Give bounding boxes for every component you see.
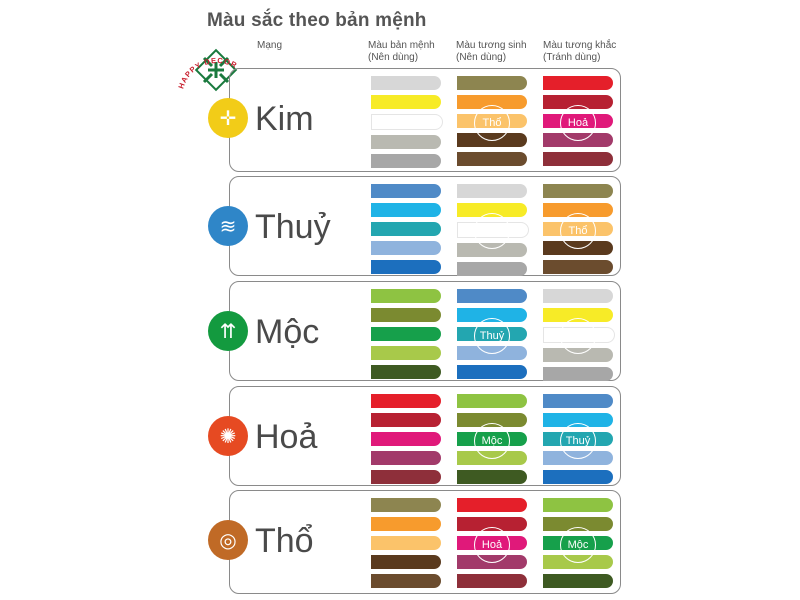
element-emblem-icon: ≋: [208, 206, 248, 246]
color-swatch: [371, 498, 441, 512]
color-swatch: [371, 394, 441, 408]
header-col1: Màu bản mệnh (Nên dùng): [368, 40, 435, 63]
color-swatch: [543, 394, 613, 408]
header-col3: Màu tương khắc (Tránh dùng): [543, 40, 617, 63]
color-swatch: [371, 327, 441, 341]
color-swatch: [457, 203, 527, 217]
color-swatch: [457, 262, 527, 276]
color-swatch: [543, 413, 613, 427]
element-name: Mộc: [255, 313, 320, 351]
color-swatch: [457, 413, 527, 427]
color-swatch: [371, 346, 441, 360]
element-circle-label: Thuỷ: [474, 318, 510, 354]
color-swatch: [543, 574, 613, 588]
swatch-column-2: [457, 289, 527, 384]
color-swatch: [457, 394, 527, 408]
color-swatch: [543, 184, 613, 198]
color-swatch: [457, 498, 527, 512]
element-circle-label: Kim: [474, 213, 510, 249]
element-circle-label: Thuỷ: [560, 423, 596, 459]
color-swatch: [371, 308, 441, 322]
color-swatch: [543, 367, 613, 381]
color-swatch: [543, 348, 613, 362]
color-swatch: [457, 308, 527, 322]
color-swatch: [457, 289, 527, 303]
swatch-column-1: [371, 289, 441, 384]
color-swatch: [371, 241, 441, 255]
color-swatch: [371, 154, 441, 168]
color-swatch: [371, 203, 441, 217]
element-emblem-icon: ✛: [208, 98, 248, 138]
color-swatch: [543, 289, 613, 303]
color-swatch: [371, 365, 441, 379]
color-swatch: [457, 76, 527, 90]
color-swatch: [543, 260, 613, 274]
element-name: Thuỷ: [255, 208, 331, 246]
color-swatch: [543, 498, 613, 512]
page-title: Màu sắc theo bản mệnh: [207, 10, 427, 31]
color-swatch: [371, 260, 441, 274]
element-name: Kim: [255, 100, 314, 138]
element-name: Thổ: [255, 522, 314, 560]
color-swatch: [457, 365, 527, 379]
element-circle-label: Kim: [560, 318, 596, 354]
swatch-column-1: [371, 394, 441, 489]
color-swatch: [371, 76, 441, 90]
color-swatch: [371, 555, 441, 569]
color-swatch: [371, 574, 441, 588]
color-swatch: [371, 470, 441, 484]
color-swatch: [543, 152, 613, 166]
header-col2: Màu tương sinh (Nên dùng): [456, 40, 527, 63]
color-swatch: [371, 114, 443, 130]
color-swatch: [543, 203, 613, 217]
color-swatch: [371, 517, 441, 531]
element-circle-label: Hoả: [474, 527, 510, 563]
color-swatch: [371, 289, 441, 303]
swatch-column-1: [371, 76, 443, 173]
element-emblem-icon: ✺: [208, 416, 248, 456]
color-swatch: [543, 308, 613, 322]
color-swatch: [371, 222, 441, 236]
color-swatch: [457, 152, 527, 166]
color-swatch: [457, 574, 527, 588]
color-swatch: [371, 135, 441, 149]
element-emblem-icon: ⇈: [208, 311, 248, 351]
color-swatch: [371, 95, 441, 109]
color-swatch: [543, 95, 613, 109]
element-circle-label: Hoả: [560, 105, 596, 141]
color-swatch: [543, 517, 613, 531]
color-swatch: [457, 184, 527, 198]
happy-decor-logo: HAPPY DECOR: [176, 48, 238, 92]
element-circle-label: Mộc: [560, 527, 596, 563]
element-circle-label: Thổ: [560, 213, 596, 249]
color-swatch: [371, 432, 441, 446]
color-swatch: [457, 243, 527, 257]
color-swatch: [371, 536, 441, 550]
element-circle-label: Thổ: [474, 105, 510, 141]
element-name: Hoả: [255, 418, 318, 456]
color-swatch: [457, 95, 527, 109]
color-swatch: [371, 413, 441, 427]
color-swatch: [543, 470, 613, 484]
element-emblem-icon: ◎: [208, 520, 248, 560]
color-swatch: [457, 517, 527, 531]
color-swatch: [371, 184, 441, 198]
header-mang: Mạng: [257, 40, 283, 51]
color-swatch: [371, 451, 441, 465]
swatch-column-1: [371, 184, 441, 279]
color-swatch: [543, 76, 613, 90]
element-circle-label: Mộc: [474, 423, 510, 459]
color-swatch: [457, 470, 527, 484]
swatch-column-1: [371, 498, 441, 593]
